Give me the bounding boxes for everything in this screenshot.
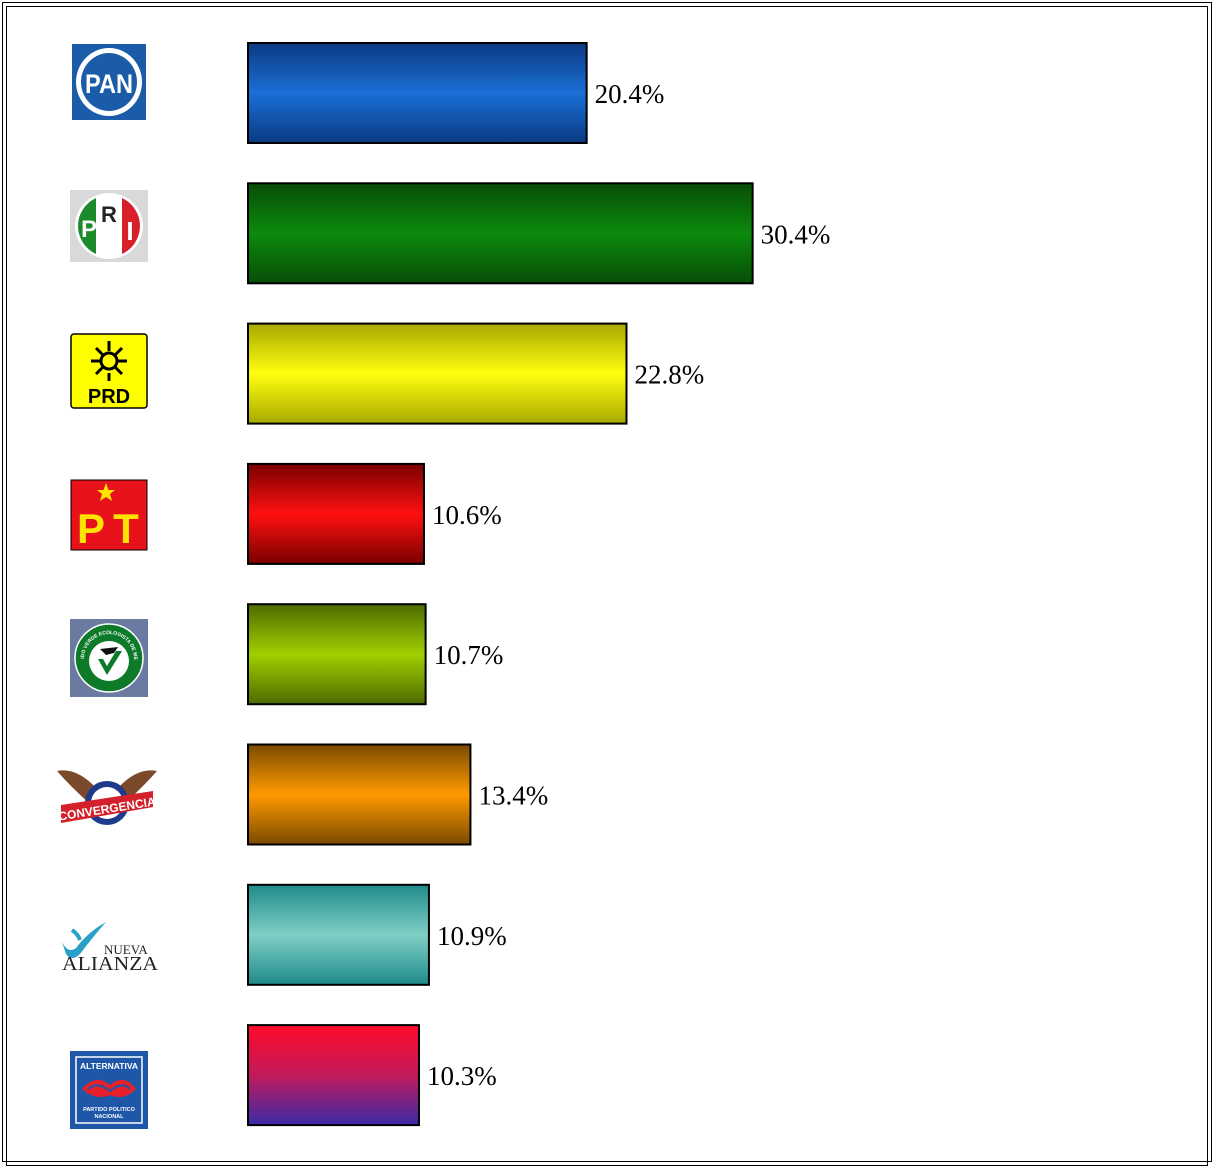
pan-logo-text: PAN — [85, 69, 133, 99]
alianza-text: ALIANZA — [62, 953, 159, 974]
check-icon — [98, 651, 122, 675]
pri-logo-p: P — [81, 216, 97, 243]
star-icon — [97, 483, 115, 501]
value-label-prd: 22.8% — [634, 360, 704, 390]
bar-nueva-alianza — [247, 883, 430, 986]
alternativa-logo: ALTERNATIVA PARTIDO POLITICO NACIONAL — [70, 1051, 148, 1134]
pt-logo-t: T — [113, 505, 139, 551]
value-label-pt: 10.6% — [432, 500, 502, 530]
prd-logo: PRD — [70, 333, 148, 414]
value-label-pri: 30.4% — [761, 219, 831, 249]
value-label-alternativa: 10.3% — [427, 1061, 497, 1091]
bar-alternativa — [247, 1024, 420, 1127]
nueva-alianza-logo: NUEVA ALIANZA — [58, 918, 164, 979]
pvem-logo: PARTIDO VERDE ECOLOGISTA DE MEXICO — [68, 615, 148, 702]
bar-pt — [247, 462, 425, 565]
convergencia-logo: CONVERGENCIA — [55, 763, 159, 838]
pt-logo: P T — [70, 479, 148, 556]
sun-icon — [91, 341, 127, 381]
pt-logo-p: P — [77, 505, 105, 551]
bar-pvem — [247, 603, 427, 706]
bar-prd — [247, 322, 628, 425]
nueva-text: NUEVA — [104, 942, 148, 957]
alternativa-sub2: NACIONAL — [94, 1114, 124, 1120]
alternativa-title: ALTERNATIVA — [80, 1062, 138, 1071]
hands-icon — [82, 1079, 136, 1097]
value-label-pan: 20.4% — [595, 79, 665, 109]
pri-logo: P R I — [70, 190, 148, 267]
pri-logo-i: I — [126, 216, 133, 246]
pri-logo-r: R — [101, 202, 117, 227]
pan-logo: PAN — [72, 44, 146, 125]
bar-pan — [247, 42, 588, 144]
value-label-convergencia: 13.4% — [478, 781, 548, 811]
swoosh-icon — [62, 922, 106, 958]
toucan-icon — [100, 647, 118, 655]
value-label-pvem: 10.7% — [434, 640, 504, 670]
bar-pri — [247, 182, 754, 285]
value-label-nueva-alianza: 10.9% — [437, 921, 507, 951]
alternativa-sub1: PARTIDO POLITICO — [83, 1107, 136, 1113]
prd-logo-text: PRD — [88, 386, 130, 408]
bar-convergencia — [247, 743, 472, 846]
